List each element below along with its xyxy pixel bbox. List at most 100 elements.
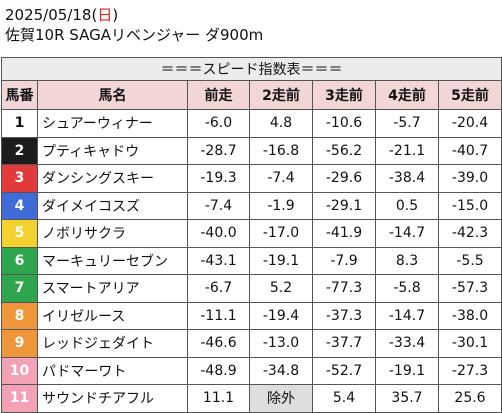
speed-index-cell: 5.4: [312, 384, 376, 413]
horse-number: 10: [1, 356, 38, 385]
speed-index-cell: -7.4: [187, 191, 250, 220]
speed-index-cell: 8.3: [375, 246, 439, 275]
horse-number: 11: [1, 384, 38, 413]
table-row: 4 ダイメイコスズ -7.4 -1.9 -29.1 0.5 -15.0: [1, 191, 502, 220]
horse-name: シュアーウィナー: [37, 109, 188, 138]
table-row: 11 サウンドチアフル 11.1 除外 5.4 35.7 25.6: [1, 384, 502, 413]
table-header-row: 馬番 馬名 前走 2走前 3走前 4走前 5走前: [1, 80, 502, 110]
horse-number: 9: [1, 329, 38, 358]
speed-index-cell: -6.7: [187, 274, 250, 303]
table-row: 3 ダンシングスキー -19.3 -7.4 -29.6 -38.4 -39.0: [1, 164, 502, 193]
speed-index-cell: -14.7: [375, 301, 439, 330]
speed-index-cell: -5.7: [375, 109, 439, 138]
speed-index-cell: -7.4: [249, 164, 313, 193]
horse-number: 4: [1, 191, 38, 220]
speed-index-cell: -19.1: [249, 246, 313, 275]
dow-close: ): [112, 6, 119, 24]
speed-index-cell: -13.0: [249, 329, 313, 358]
col-header-4-ago: 4走前: [375, 80, 439, 110]
speed-index-cell: -77.3: [312, 274, 376, 303]
table-row: 5 ノボリサクラ -40.0 -17.0 -41.9 -14.7 -42.3: [1, 219, 502, 248]
horse-number: 5: [1, 219, 38, 248]
table-row: 8 イリゼルース -11.1 -19.4 -37.3 -14.7 -38.0: [1, 301, 502, 330]
horse-name: レッドジェダイト: [37, 329, 188, 358]
speed-index-cell: -15.0: [437, 191, 502, 220]
table-row: 9 レッドジェダイト -46.6 -13.0 -37.7 -33.4 -30.1: [1, 329, 502, 358]
col-header-number: 馬番: [1, 80, 38, 110]
speed-index-cell: -29.1: [312, 191, 376, 220]
horse-name: ダイメイコスズ: [37, 191, 188, 220]
speed-index-cell: -37.3: [312, 301, 376, 330]
race-header: 2025/05/18(日) 佐賀10R SAGAリベンジャー ダ900m: [5, 5, 263, 45]
speed-index-table: ＝＝＝スピード指数表＝＝＝ 馬番 馬名 前走 2走前 3走前 4走前 5走前 1…: [0, 57, 502, 413]
horse-name: プティキャドウ: [37, 136, 188, 165]
race-title: 佐賀10R SAGAリベンジャー ダ900m: [5, 26, 264, 44]
speed-index-cell: -37.7: [312, 329, 376, 358]
horse-name: サウンドチアフル: [37, 384, 188, 413]
col-header-3-ago: 3走前: [312, 80, 376, 110]
speed-index-cell: -29.6: [312, 164, 376, 193]
speed-index-cell: -16.8: [249, 136, 313, 165]
speed-index-cell: -19.1: [375, 356, 439, 385]
speed-index-cell: 5.2: [249, 274, 313, 303]
speed-index-cell: -40.0: [187, 219, 250, 248]
speed-index-cell: -38.0: [437, 301, 502, 330]
speed-index-cell: -42.3: [437, 219, 502, 248]
speed-index-cell: -46.6: [187, 329, 250, 358]
speed-index-cell: -19.3: [187, 164, 250, 193]
speed-index-cell: -40.7: [437, 136, 502, 165]
col-header-2-ago: 2走前: [249, 80, 313, 110]
speed-index-cell: -6.0: [187, 109, 250, 138]
horse-name: イリゼルース: [37, 301, 188, 330]
race-date: 2025/05/18: [5, 6, 92, 24]
horse-number: 6: [1, 246, 38, 275]
horse-number: 3: [1, 164, 38, 193]
speed-index-cell: -5.5: [437, 246, 502, 275]
speed-index-cell: -48.9: [187, 356, 250, 385]
speed-index-cell: -5.8: [375, 274, 439, 303]
speed-index-cell: 除外: [249, 384, 313, 413]
speed-index-cell: -33.4: [375, 329, 439, 358]
table-row: 10 パドマーワト -48.9 -34.8 -52.7 -19.1 -27.3: [1, 356, 502, 385]
horse-number: 1: [1, 109, 38, 138]
speed-index-cell: 35.7: [375, 384, 439, 413]
speed-index-cell: -1.9: [249, 191, 313, 220]
day-of-week: 日: [97, 6, 113, 24]
dow-open: (: [91, 6, 98, 24]
speed-index-cell: -7.9: [312, 246, 376, 275]
speed-index-cell: -20.4: [437, 109, 502, 138]
speed-index-cell: -56.2: [312, 136, 376, 165]
speed-index-cell: 25.6: [437, 384, 502, 413]
horse-name: パドマーワト: [37, 356, 188, 385]
speed-index-cell: -30.1: [437, 329, 502, 358]
speed-index-cell: -10.6: [312, 109, 376, 138]
speed-index-cell: -27.3: [437, 356, 502, 385]
speed-index-cell: 4.8: [249, 109, 313, 138]
table-caption-row: ＝＝＝スピード指数表＝＝＝: [0, 57, 502, 81]
speed-index-cell: -14.7: [375, 219, 439, 248]
col-header-5-ago: 5走前: [437, 80, 502, 110]
speed-index-cell: -41.9: [312, 219, 376, 248]
speed-index-cell: -43.1: [187, 246, 250, 275]
table-row: 2 プティキャドウ -28.7 -16.8 -56.2 -21.1 -40.7: [1, 136, 502, 165]
horse-name: マーキュリーセブン: [37, 246, 188, 275]
table-caption: ＝＝＝スピード指数表＝＝＝: [0, 57, 502, 81]
speed-index-cell: 11.1: [187, 384, 250, 413]
date-line: 2025/05/18(日): [5, 5, 263, 25]
speed-index-cell: -21.1: [375, 136, 439, 165]
horse-number: 2: [1, 136, 38, 165]
horse-number: 8: [1, 301, 38, 330]
horse-name: スマートアリア: [37, 274, 188, 303]
horse-number: 7: [1, 274, 38, 303]
speed-index-cell: 0.5: [375, 191, 439, 220]
horse-name: ノボリサクラ: [37, 219, 188, 248]
speed-index-cell: -52.7: [312, 356, 376, 385]
speed-index-cell: -38.4: [375, 164, 439, 193]
table-row: 6 マーキュリーセブン -43.1 -19.1 -7.9 8.3 -5.5: [1, 246, 502, 275]
table-row: 7 スマートアリア -6.7 5.2 -77.3 -5.8 -57.3: [1, 274, 502, 303]
speed-index-cell: -28.7: [187, 136, 250, 165]
speed-index-cell: -39.0: [437, 164, 502, 193]
horse-name: ダンシングスキー: [37, 164, 188, 193]
table-row: 1 シュアーウィナー -6.0 4.8 -10.6 -5.7 -20.4: [1, 109, 502, 138]
col-header-name: 馬名: [37, 80, 188, 110]
